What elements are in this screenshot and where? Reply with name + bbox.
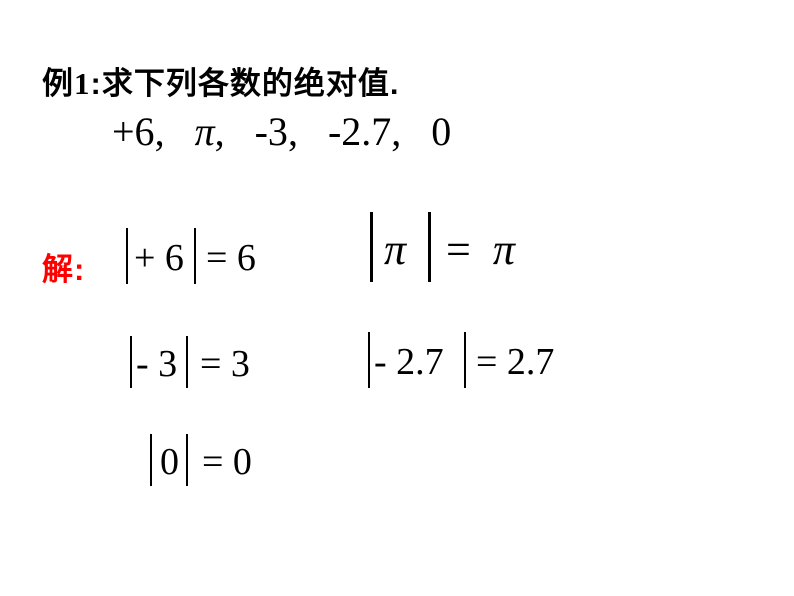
abs-bar-left	[150, 434, 152, 486]
abs-bar-right	[194, 228, 196, 284]
title-suffix: :求下列各数的绝对值.	[91, 66, 400, 101]
eq3-inner: - 3	[136, 342, 177, 386]
comma-4: ,	[391, 109, 401, 154]
title-prefix: 例	[42, 66, 74, 101]
comma-1: ,	[155, 109, 165, 154]
abs-bar-right	[464, 332, 466, 388]
abs-bar-right	[428, 212, 431, 282]
abs-bar-right	[186, 434, 188, 486]
num-2: π	[195, 109, 215, 154]
comma-3: ,	[288, 109, 298, 154]
num-5: 0	[431, 109, 451, 154]
numbers-list: +6, π, -3, -2.7, 0	[112, 108, 451, 155]
eq4-rhs: = 2.7	[476, 340, 554, 384]
num-4: -2.7	[328, 109, 391, 154]
eq2-inner: π	[384, 224, 406, 275]
abs-bar-right	[186, 336, 188, 388]
num-3: -3	[255, 109, 288, 154]
eq5-rhs: = 0	[202, 440, 252, 484]
num-1: +6	[112, 109, 155, 154]
eq1-rhs: = 6	[206, 236, 256, 280]
eq4-inner: - 2.7	[374, 340, 444, 384]
eq5-inner: 0	[160, 440, 179, 484]
title-number: 1	[74, 66, 91, 101]
eq2-equals: =	[446, 225, 482, 274]
example-title: 例1:求下列各数的绝对值.	[42, 58, 399, 103]
eq2-pi: π	[482, 225, 515, 274]
abs-bar-left	[370, 212, 373, 282]
comma-2: ,	[215, 109, 225, 154]
abs-bar-left	[130, 336, 132, 388]
answer-label: 解:	[42, 244, 85, 289]
eq3-rhs: = 3	[200, 342, 250, 386]
eq1-inner: + 6	[134, 236, 184, 280]
abs-bar-left	[368, 332, 370, 388]
abs-bar-left	[126, 228, 128, 284]
